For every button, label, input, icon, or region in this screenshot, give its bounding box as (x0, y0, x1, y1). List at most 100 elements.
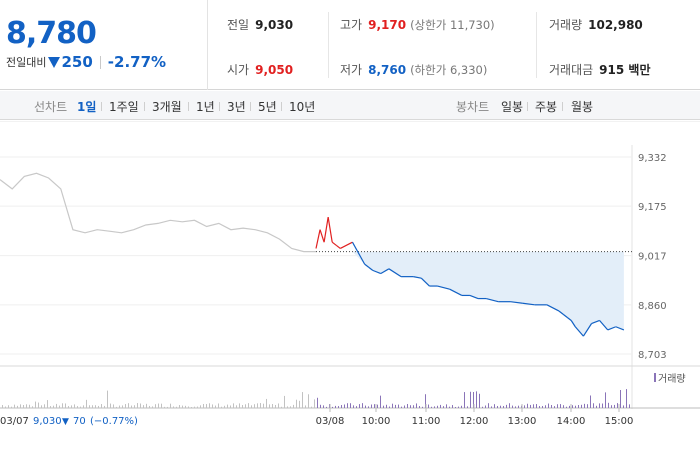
price-segment-down (437, 285, 450, 290)
volume-bar (41, 405, 42, 408)
tab-5y[interactable]: 5년 (258, 100, 277, 114)
volume-bar (629, 404, 630, 408)
volume-bar (467, 406, 468, 408)
tab-weekly[interactable]: 주봉 (535, 100, 558, 114)
volume-bar (626, 389, 627, 408)
volume-bar (221, 406, 222, 408)
volume-bar (260, 403, 261, 408)
volume-bar (458, 406, 459, 408)
volume-bar (407, 403, 408, 408)
volume-bar (137, 403, 138, 408)
volume-bar (212, 404, 213, 408)
volume-bar (224, 405, 225, 408)
volume-bar (560, 404, 561, 408)
volume-bar (326, 406, 327, 408)
tab-10y[interactable]: 10년 (289, 100, 316, 114)
volume-bar (488, 403, 489, 408)
volume-bar (206, 404, 207, 408)
volume-bar (86, 399, 87, 408)
tab-3m[interactable]: 3개월 (152, 100, 182, 114)
volume-bar (602, 403, 603, 408)
volume-bar (416, 403, 417, 408)
volume-bar (332, 406, 333, 408)
volume-bar (419, 406, 420, 408)
volume-bar (503, 405, 504, 408)
area-fill (316, 251, 624, 337)
price-segment-down (599, 320, 609, 331)
volume-bar (347, 403, 348, 408)
volume-bar (317, 397, 318, 408)
volume-bar (89, 405, 90, 408)
volume-bar (275, 404, 276, 408)
volume-bar (152, 406, 153, 408)
volume-bar (218, 403, 219, 408)
volume-bar (593, 403, 594, 408)
current-price: 8,780 (6, 16, 97, 51)
price-segment-up (315, 229, 321, 249)
volume-bar (497, 406, 498, 408)
volume-bar (512, 405, 513, 408)
volume-bar (584, 403, 585, 408)
volume-bar (56, 403, 57, 408)
volume-bar (401, 406, 402, 408)
x-tick-label: 11:00 (412, 416, 441, 427)
y-tick-label: 9,332 (638, 153, 667, 164)
volume-bar (149, 405, 150, 408)
price-segment-up (331, 241, 337, 246)
tab-monthly[interactable]: 월봉 (571, 100, 594, 114)
volume-bar (281, 406, 282, 408)
price-segment-down (615, 326, 625, 331)
high-price: 고가 9,170 (상한가 11,730) (340, 18, 495, 32)
volume-bar (485, 405, 486, 408)
tab-1d[interactable]: 1일 (77, 100, 97, 114)
volume-bar (140, 403, 141, 408)
volume-bar (230, 405, 231, 408)
volume-bar (434, 406, 435, 408)
volume-bar (320, 404, 321, 408)
volume-bar (38, 402, 39, 408)
volume-legend-label: 거래량 (658, 373, 686, 385)
tab-3y[interactable]: 3년 (227, 100, 246, 114)
volume-bar (608, 402, 609, 408)
price-segment-down (574, 326, 584, 337)
price-segment-down (372, 269, 382, 275)
tab-daily[interactable]: 일봉 (501, 100, 524, 114)
volume-bar (398, 404, 399, 408)
volume-bar (284, 395, 285, 408)
price-segment-down (562, 313, 568, 318)
price-segment-down (351, 241, 366, 265)
volume-bar (368, 406, 369, 408)
diff-label: 전일대비 (6, 56, 47, 69)
price-segment-up (340, 241, 353, 249)
price-segment-down (510, 301, 523, 304)
divider (281, 102, 282, 111)
tab-1y[interactable]: 1년 (196, 100, 215, 114)
volume-bar (296, 399, 297, 408)
tab-1w[interactable]: 1주일 (109, 100, 139, 114)
volume-bar (611, 405, 612, 408)
volume-bar (179, 405, 180, 408)
volume-bar (590, 395, 591, 408)
price-change-row: 전일대비 250 -2.77% (6, 53, 166, 71)
volume-bar (413, 405, 414, 408)
volume-bar (50, 406, 51, 408)
price-segment-down (558, 310, 564, 315)
volume-bar (299, 400, 300, 408)
volume-bar (257, 403, 258, 408)
volume-bar (203, 403, 204, 408)
prev-close: 전일 9,030 (227, 18, 294, 32)
volume-bar (566, 406, 567, 408)
y-grid (0, 156, 632, 355)
price-segment-down (388, 268, 402, 278)
volume-bar (104, 405, 105, 408)
prev-day-rate: (−0.77%) (90, 416, 138, 427)
volume-bar (314, 399, 315, 408)
volume-bar (533, 404, 534, 408)
volume-bar (392, 403, 393, 408)
low-price: 저가 8,760 (하한가 6,330) (340, 63, 488, 77)
divider (562, 102, 563, 111)
x-axis-labels: 03/08 10:00 11:00 12:00 13:00 14:00 15:00 (316, 404, 633, 427)
volume-bar (476, 391, 477, 408)
volume-bar (128, 403, 129, 408)
volume-bar (182, 405, 183, 408)
